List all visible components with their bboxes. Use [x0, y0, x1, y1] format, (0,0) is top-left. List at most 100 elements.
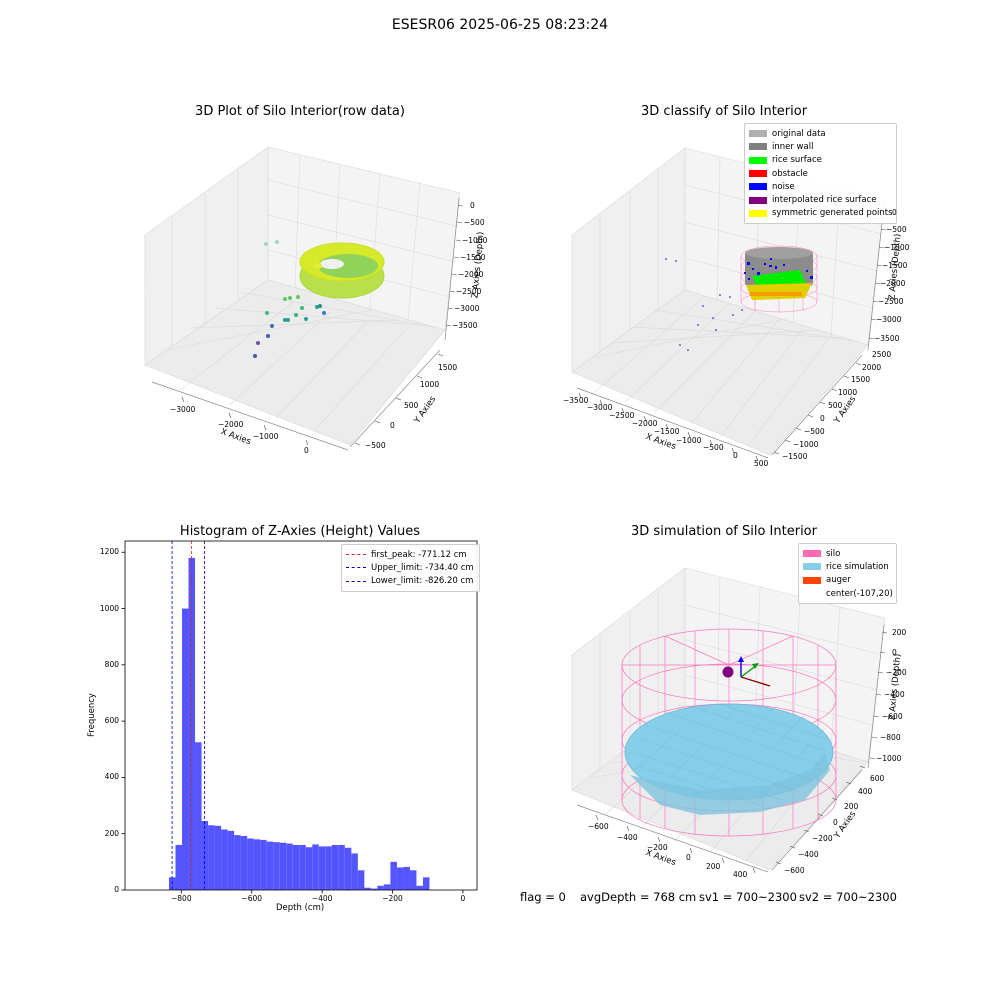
histogram-bar	[221, 829, 228, 890]
y-tick-label: 200	[104, 828, 119, 838]
legend-label: center(-107,20)	[826, 588, 893, 599]
plot1-ztick: −3500	[452, 321, 478, 330]
plot4-xtick: 0	[686, 853, 691, 862]
histogram-bar	[312, 844, 319, 890]
x-tick-label: −200	[382, 894, 403, 903]
plot1-ztick: −3000	[454, 304, 480, 313]
footer-sv2: sv2 = 700~2300	[799, 890, 897, 904]
legend-item: symmetric generated points	[749, 207, 893, 220]
legend-label: interpolated rice surface	[772, 195, 877, 206]
histogram-bar	[286, 843, 293, 890]
plot1-ztick: −1000	[462, 236, 488, 245]
plot4-ztick: −1000	[876, 754, 902, 763]
plot1-ytick: 1500	[438, 363, 458, 372]
legend-swatch	[749, 170, 767, 178]
plot1-xtick: −1000	[253, 432, 279, 441]
plot3-xlabel: Depth (cm)	[276, 903, 325, 913]
histogram-bar	[409, 870, 417, 890]
plot4-title: 3D simulation of Silo Interior	[631, 524, 817, 539]
plot3-title: Histogram of Z-Axies (Height) Values	[179, 524, 421, 539]
legend-item: Upper_limit: -734.40 cm	[346, 561, 475, 574]
legend-label: inner wall	[772, 141, 814, 152]
legend-item: first_peak: -771.12 cm	[346, 548, 475, 561]
histogram-bar	[253, 839, 261, 890]
x-tick-label: −400	[311, 894, 333, 903]
plot2-ytick: 2000	[862, 363, 882, 372]
histogram-bar	[351, 853, 358, 890]
plot2-ztick: −3500	[874, 334, 900, 343]
plot4-ytick: 400	[858, 787, 873, 796]
plot2-title: 3D classify of Silo Interior	[640, 104, 808, 119]
plot4-ytick: 0	[833, 818, 838, 827]
legend-item: center(-107,20)	[803, 587, 893, 600]
plot1-ztick: 0	[470, 201, 475, 210]
legend-label: auger	[826, 575, 851, 586]
plot4-ytick: 600	[870, 774, 885, 783]
plot4-xtick: 200	[706, 862, 721, 871]
y-tick-label: 0	[114, 885, 119, 894]
plot1-ytick: 1000	[420, 380, 440, 389]
plot2-ytick: −500	[804, 427, 825, 436]
plot4-xtick: 400	[733, 870, 748, 879]
legend-swatch	[749, 156, 767, 164]
figure-title: ESESR06 2025-06-25 08:23:24	[391, 17, 609, 33]
plot2-ztick: 0	[892, 208, 897, 217]
histogram-bar	[377, 885, 384, 890]
plot4-xtick: −400	[617, 833, 638, 842]
plot2-ztick: −2000	[880, 279, 906, 288]
plot4-ztick: −600	[882, 712, 903, 721]
legend-item: original data	[749, 127, 892, 140]
legend-label: first_peak: -771.12 cm	[371, 549, 467, 560]
histogram-bar	[240, 835, 248, 890]
histogram-bar	[331, 844, 339, 890]
legend-swatch	[803, 576, 821, 584]
histogram-bar	[383, 884, 391, 890]
legend-item: interpolated rice surface	[749, 193, 892, 206]
plot2-ytick: 0	[820, 414, 825, 423]
plot2-ztick: −1500	[882, 261, 908, 270]
legend-item: silo	[803, 547, 892, 560]
plot4-xtick: −200	[647, 843, 668, 852]
histogram-bar	[357, 870, 365, 890]
histogram-bar	[273, 842, 280, 890]
legend-label: silo	[826, 548, 841, 559]
legend-item: rice simulation	[803, 560, 892, 573]
histogram-bar	[396, 867, 404, 890]
histogram-bar	[227, 830, 235, 890]
histogram-bar	[318, 846, 326, 890]
legend-label: noise	[772, 181, 795, 192]
plot2-xtick: −500	[703, 443, 724, 452]
x-tick-label: −800	[171, 894, 192, 903]
plot2-xtick: −1000	[676, 436, 702, 445]
plot2-legend: original data inner wall rice surface ob…	[744, 123, 897, 225]
legend-label: Upper_limit: -734.40 cm	[371, 562, 474, 573]
histogram-bar	[182, 608, 189, 890]
footer-sv1: sv1 = 700~2300	[699, 890, 797, 904]
legend-swatch	[749, 143, 767, 151]
legend-item: inner wall	[749, 140, 892, 153]
plot4-ztick: −800	[880, 733, 901, 742]
histogram-bar	[279, 842, 287, 890]
histogram-bar	[325, 846, 332, 890]
legend-label: rice simulation	[826, 561, 889, 572]
footer-avg-depth: avgDepth = 768 cm	[580, 890, 697, 904]
plot2-xtick: −1500	[654, 427, 680, 436]
legend-swatch	[749, 183, 767, 191]
plot4-legend: silo rice simulation auger center(-107,2…	[798, 543, 897, 605]
plot1-xtick: −3000	[170, 405, 196, 414]
plot4-ztick: −400	[884, 690, 905, 699]
legend-swatch	[346, 554, 366, 556]
plot3-legend: first_peak: -771.12 cm Upper_limit: -734…	[341, 544, 480, 592]
plot2-ytick: −1500	[782, 452, 808, 461]
plot2-ztick: −500	[886, 225, 907, 234]
histogram-bar	[364, 887, 371, 890]
histogram-bar	[247, 838, 254, 890]
legend-item: auger	[803, 574, 892, 587]
plot2-ztick: −1000	[884, 243, 910, 252]
legend-swatch	[803, 590, 821, 597]
plot4-ytick: −200	[812, 834, 833, 843]
histogram-bar	[234, 835, 241, 890]
legend-item: rice surface	[749, 154, 892, 167]
legend-swatch	[803, 550, 821, 558]
